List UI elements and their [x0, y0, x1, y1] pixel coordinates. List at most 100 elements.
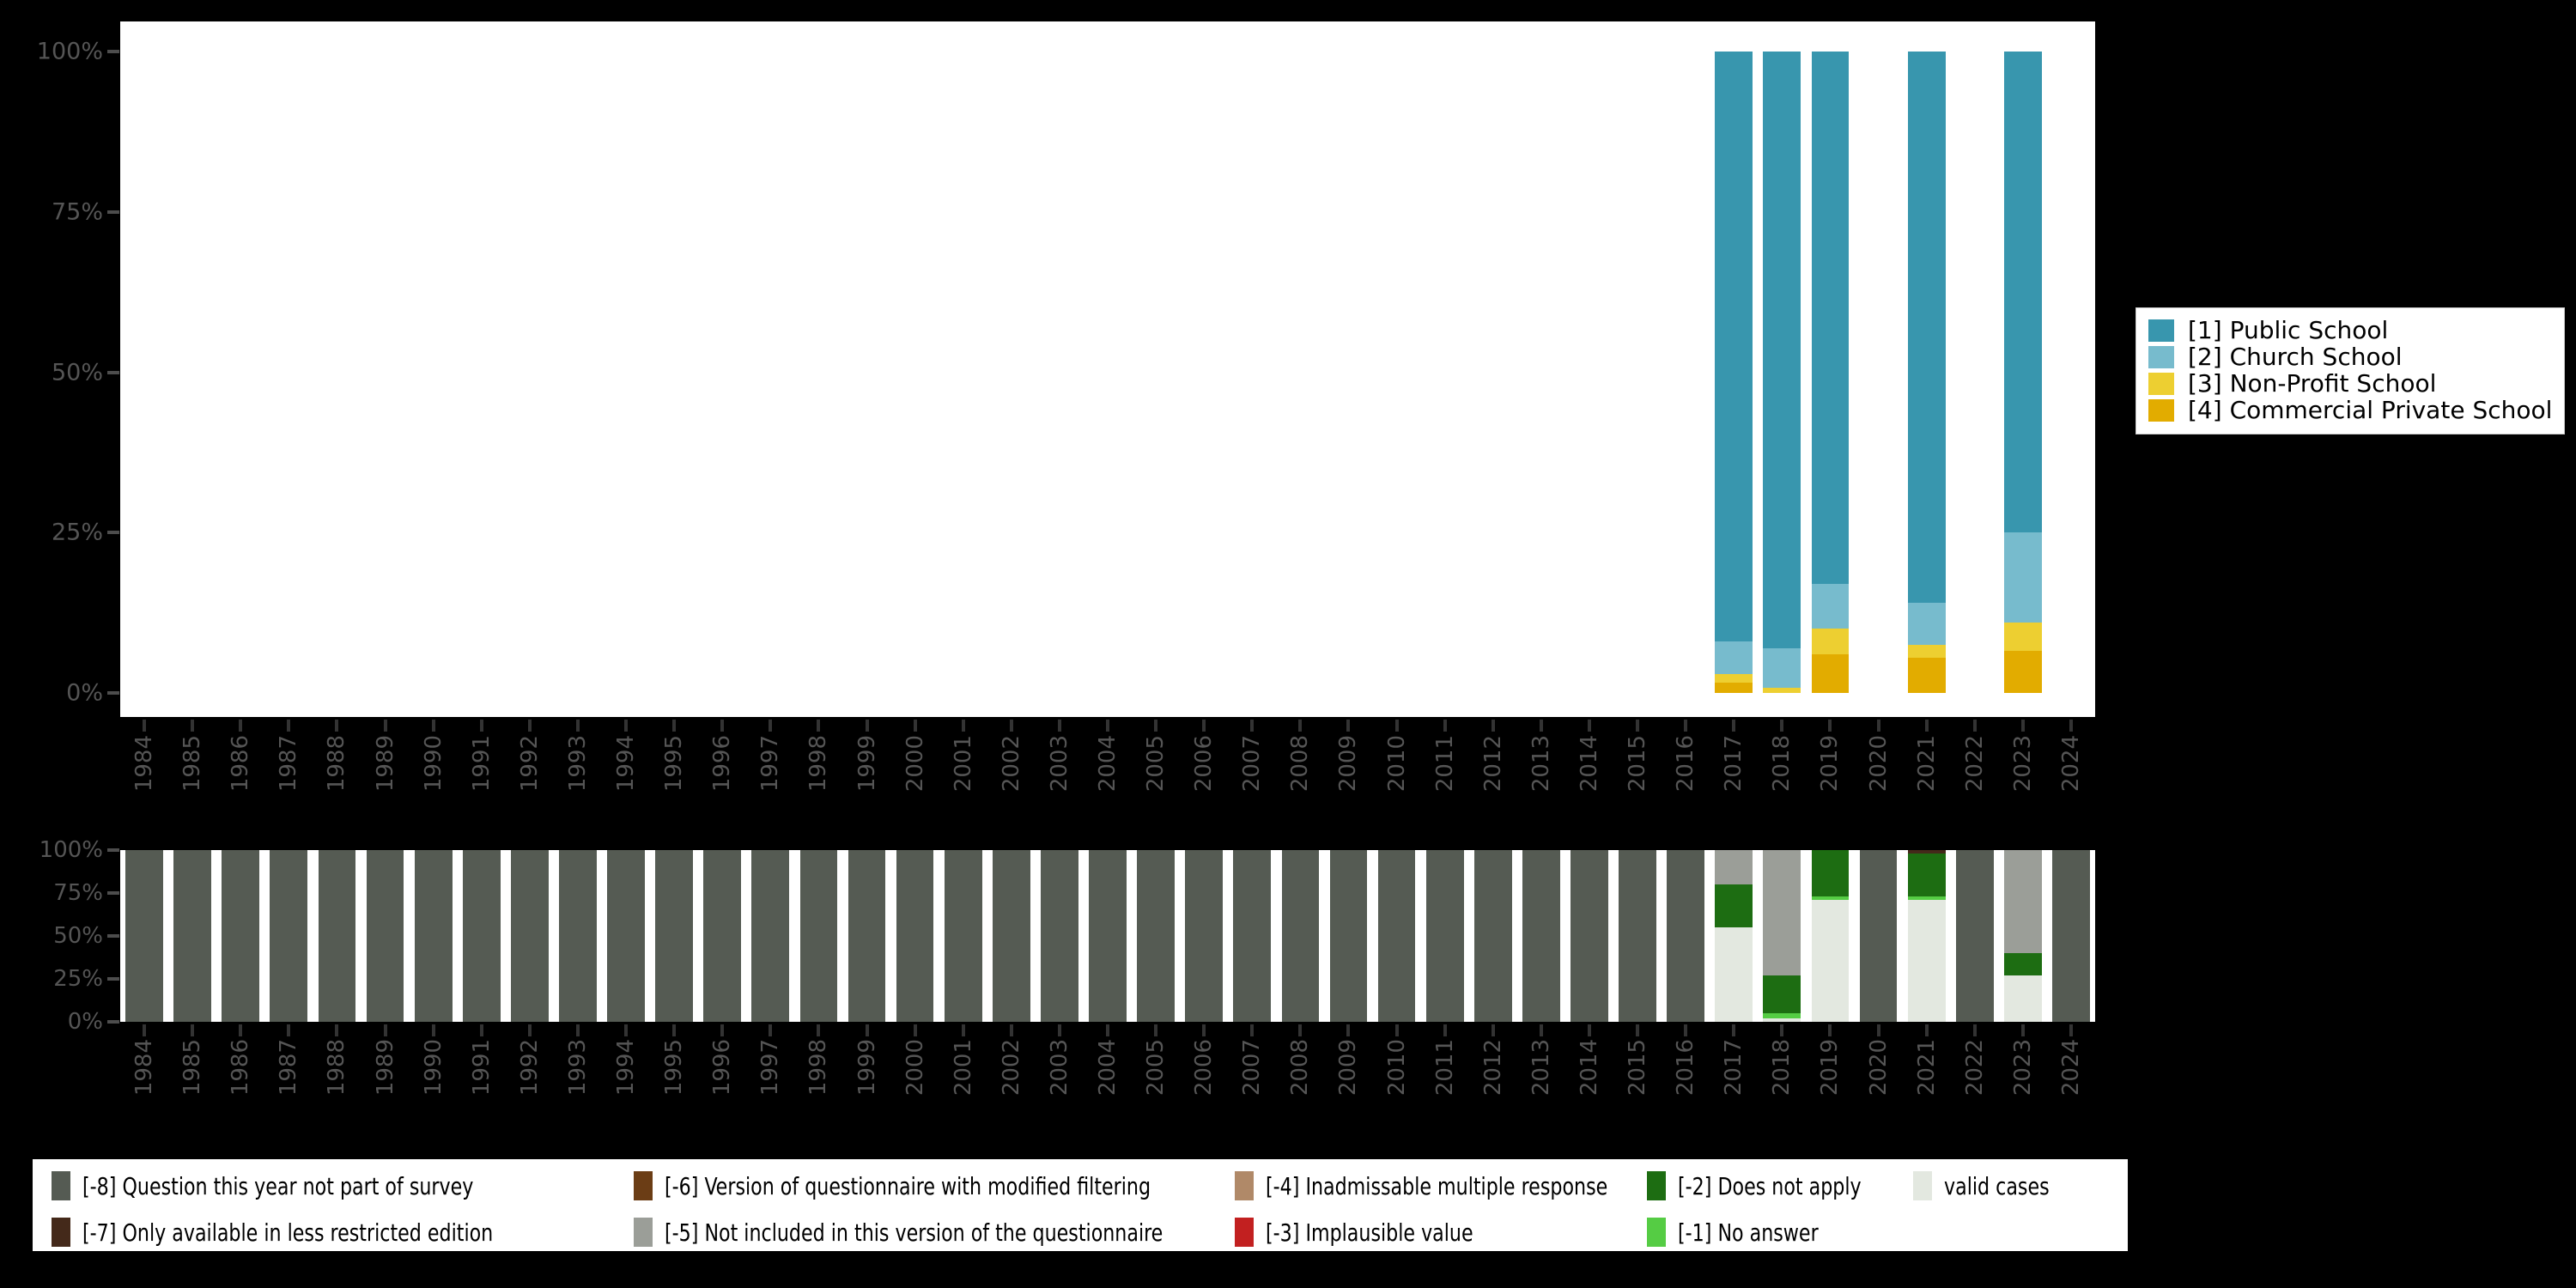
validity-bar-2023 — [2003, 850, 2042, 1022]
x-tick-mark-main — [383, 720, 387, 732]
x-tick-label-validity-2024: 2024 — [2057, 1039, 2084, 1097]
stacked-bar-2021 — [1907, 52, 1946, 693]
x-tick-label-validity-2023: 2023 — [2009, 1039, 2036, 1097]
x-tick-label-validity-2018: 2018 — [1769, 1039, 1795, 1097]
validity-bar-2020 — [1859, 850, 1898, 1022]
legend-categories: [1] Public School [2] Church School [3] No… — [2136, 307, 2566, 434]
x-tick-label-validity-2004: 2004 — [1095, 1039, 1121, 1097]
legend-missing-item-4[interactable]: [-4] Inadmissable multiple response — [1235, 1171, 1655, 1200]
validity-segment-2018-0 — [1763, 1018, 1801, 1022]
validity-segment-2000-0 — [896, 850, 934, 1022]
bar-segment-2018-s1 — [1763, 647, 1801, 689]
y-tick-mark-main — [107, 370, 119, 374]
legend-label: [3] Non-Profit School — [2188, 369, 2437, 398]
legend-missing-item-0[interactable]: [-8] Question this year not part of surv… — [52, 1171, 527, 1200]
x-tick-label-main-2022: 2022 — [1961, 735, 1988, 793]
x-tick-label-validity-1996: 1996 — [709, 1039, 736, 1097]
validity-bar-2005 — [1137, 850, 1175, 1022]
validity-bar-2016 — [1667, 850, 1705, 1022]
legend-swatch-icon — [1647, 1218, 1666, 1247]
legend-missing-item-6[interactable]: [-2] Does not apply — [1647, 1171, 1886, 1200]
x-tick-mark-validity — [1636, 1024, 1640, 1036]
x-tick-label-main-2004: 2004 — [1095, 735, 1121, 793]
x-tick-label-validity-2011: 2011 — [1431, 1039, 1458, 1097]
x-tick-mark-main — [191, 720, 195, 732]
legend-label: [4] Commercial Private School — [2188, 396, 2553, 424]
x-tick-mark-main — [1394, 720, 1399, 732]
x-tick-mark-main — [335, 720, 339, 732]
stacked-bar-2017 — [1715, 52, 1753, 693]
legend-missing-item-1[interactable]: [-7] Only available in less restricted e… — [52, 1218, 549, 1247]
x-tick-mark-main — [961, 720, 965, 732]
x-tick-label-main-1992: 1992 — [516, 735, 543, 793]
validity-segment-2017-2 — [1715, 850, 1753, 884]
validity-bar-2019 — [1811, 850, 1850, 1022]
validity-segment-2007-0 — [1233, 850, 1272, 1022]
x-tick-label-main-2024: 2024 — [2057, 735, 2084, 793]
validity-segment-2023-2 — [2003, 850, 2042, 953]
bar-segment-2019-s1 — [1811, 584, 1850, 629]
bar-segment-2017-s2 — [1715, 673, 1753, 683]
y-tick-label-main: 0% — [66, 679, 103, 707]
validity-bar-2007 — [1233, 850, 1272, 1022]
y-tick-mark-main — [107, 691, 119, 695]
x-tick-label-validity-1991: 1991 — [468, 1039, 495, 1097]
x-tick-label-validity-2017: 2017 — [1721, 1039, 1747, 1097]
x-tick-label-validity-1992: 1992 — [516, 1039, 543, 1097]
x-tick-label-main-1995: 1995 — [661, 735, 688, 793]
legend-item-0[interactable]: [1] Public School — [2148, 316, 2552, 344]
x-tick-label-main-2005: 2005 — [1143, 735, 1170, 793]
x-tick-label-main-2017: 2017 — [1721, 735, 1747, 793]
x-tick-label-validity-1994: 1994 — [613, 1039, 640, 1097]
legend-swatch-icon — [634, 1218, 653, 1247]
y-tick-label-main: 100% — [36, 38, 103, 65]
validity-bar-1985 — [173, 850, 212, 1022]
x-tick-mark-main — [1491, 720, 1495, 732]
validity-segment-2014-0 — [1571, 850, 1608, 1022]
validity-segment-2013-0 — [1522, 850, 1560, 1022]
legend-missing-item-3[interactable]: [-5] Not included in this version of the… — [634, 1218, 1230, 1247]
x-tick-label-validity-2022: 2022 — [1961, 1039, 1988, 1097]
legend-swatch-icon — [1913, 1171, 1932, 1200]
legend-missing-item-2[interactable]: [-6] Version of questionnaire with modif… — [634, 1171, 1217, 1200]
legend-item-3[interactable]: [4] Commercial Private School — [2148, 396, 2553, 424]
validity-bar-1995 — [655, 850, 693, 1022]
validity-bar-2006 — [1185, 850, 1224, 1022]
legend-item-1[interactable]: [2] Church School — [2148, 343, 2552, 371]
validity-bar-2009 — [1329, 850, 1368, 1022]
x-tick-mark-main — [1972, 720, 1977, 732]
y-tick-label-validity: 25% — [53, 966, 103, 992]
x-tick-label-main-2013: 2013 — [1528, 735, 1554, 793]
x-tick-mark-main — [913, 720, 917, 732]
validity-segment-1994-0 — [607, 850, 645, 1022]
x-tick-label-main-1998: 1998 — [805, 735, 832, 793]
validity-segment-2020-0 — [1859, 850, 1898, 1022]
x-tick-label-validity-2016: 2016 — [1673, 1039, 1699, 1097]
x-tick-label-main-1984: 1984 — [131, 735, 158, 793]
legend-missing-item-7[interactable]: [-1] No answer — [1647, 1218, 1838, 1247]
x-tick-label-main-1999: 1999 — [854, 735, 880, 793]
validity-bar-2010 — [1377, 850, 1416, 1022]
x-tick-mark-validity — [575, 1024, 580, 1036]
validity-segment-2018-2 — [1763, 975, 1801, 1013]
legend-missing-label: [-4] Inadmissable multiple response — [1266, 1171, 1608, 1200]
x-tick-mark-main — [1732, 720, 1736, 732]
legend-missing-label: [-8] Question this year not part of surv… — [82, 1171, 474, 1200]
validity-bar-1992 — [510, 850, 549, 1022]
x-tick-mark-validity — [624, 1024, 629, 1036]
legend-missing-label: [-5] Not included in this version of the… — [665, 1218, 1163, 1247]
x-tick-label-validity-2000: 2000 — [902, 1039, 928, 1097]
legend-missing-item-8[interactable]: valid cases — [1913, 1171, 2063, 1200]
x-tick-label-main-1987: 1987 — [276, 735, 302, 793]
x-tick-mark-validity — [961, 1024, 965, 1036]
validity-bar-1998 — [799, 850, 838, 1022]
legend-item-2[interactable]: [3] Non-Profit School — [2148, 369, 2552, 398]
x-tick-label-main-2006: 2006 — [1191, 735, 1218, 793]
validity-segment-2021-1 — [1907, 896, 1946, 900]
validity-segment-2018-3 — [1763, 850, 1801, 975]
x-tick-mark-main — [479, 720, 483, 732]
x-tick-mark-main — [1106, 720, 1109, 732]
legend-missing-item-5[interactable]: [-3] Implausible value — [1235, 1218, 1502, 1247]
x-tick-label-validity-1998: 1998 — [805, 1039, 832, 1097]
x-tick-mark-main — [1009, 720, 1013, 732]
